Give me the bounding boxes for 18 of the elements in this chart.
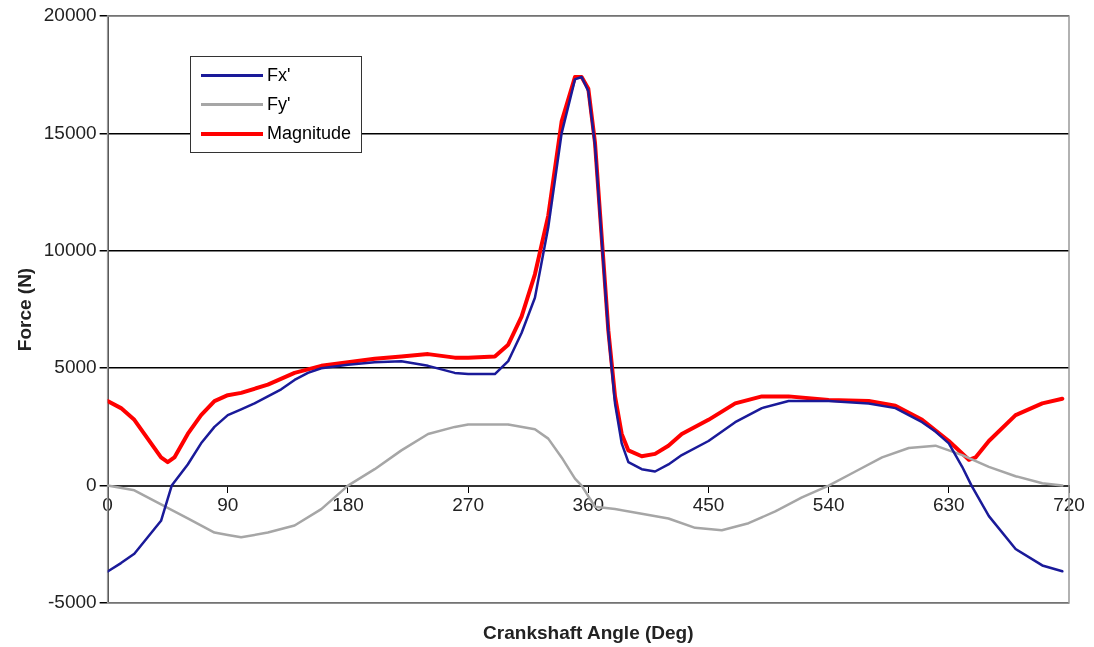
y-tick-label: 0: [86, 473, 97, 495]
y-axis-title: Force (N): [13, 267, 35, 352]
legend-label: Fx': [267, 65, 291, 86]
y-tick-label: 20000: [43, 4, 97, 26]
x-tick-label: 630: [932, 494, 965, 516]
x-tick-label: 540: [812, 494, 845, 516]
x-tick-label: 90: [217, 494, 239, 516]
legend-label: Fy': [267, 94, 291, 115]
x-tick-label: 720: [1053, 494, 1085, 516]
y-tick-label: 10000: [43, 239, 97, 261]
x-axis-title: Crankshaft Angle (Deg): [483, 621, 694, 643]
legend-label: Magnitude: [267, 123, 352, 144]
y-tick-label: 5000: [54, 356, 97, 378]
x-tick-label: 270: [452, 494, 484, 516]
x-tick-label: 180: [332, 494, 364, 516]
x-tick-label: 450: [692, 494, 725, 516]
y-tick-label: -5000: [48, 591, 97, 613]
y-tick-label: 15000: [43, 121, 97, 143]
